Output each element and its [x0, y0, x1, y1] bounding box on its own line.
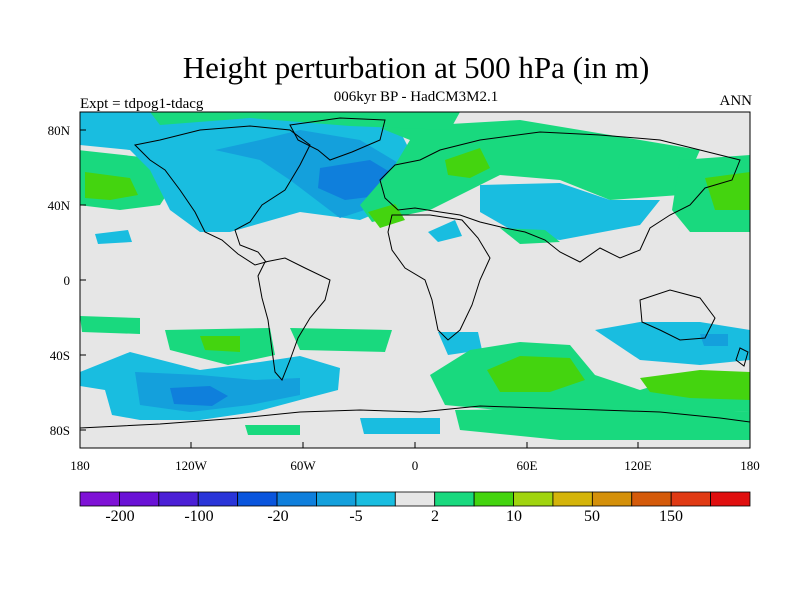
colorbar-swatch [552, 491, 593, 507]
colorbar-label: 150 [659, 508, 683, 525]
coast-north-america [133, 125, 311, 266]
colorbar-label: -100 [184, 508, 214, 525]
colorbar-swatch [591, 491, 633, 507]
colorbar-swatch [276, 491, 317, 507]
colorbar-label: -5 [349, 508, 363, 525]
coastlines [80, 117, 750, 429]
ytick-label-80s: 80S [49, 423, 70, 438]
colorbar-label: 10 [506, 508, 522, 525]
colorbar-label: 50 [584, 508, 600, 525]
colorbar-swatch [513, 491, 554, 507]
xtick-label-120w: 120W [175, 458, 207, 473]
anomaly-blue-north-pacific-small [95, 230, 132, 244]
anomaly-green-southern-ocean-pacific [455, 408, 750, 440]
anomaly-green-antarctic [245, 425, 300, 435]
colorbar-swatch [316, 491, 357, 507]
anomaly-darkgreen-tasman [640, 370, 750, 400]
colorbar-swatch [355, 491, 396, 507]
xtick-label-180-east: 180 [740, 458, 760, 473]
anomaly-midblue-australia [700, 334, 728, 346]
anomaly-blue-australia [595, 322, 750, 365]
anomaly-darkgreen-mediterranean [368, 204, 405, 228]
anomaly-blue-central-asia [480, 183, 660, 240]
xtick-label-60e: 60E [516, 458, 538, 473]
anomaly-darkgreen-north-pacific [85, 172, 138, 200]
coast-antarctica [80, 405, 750, 429]
chart-subtitle: 006kyr BP - HadCM3M2.1 [333, 89, 499, 105]
ytick-label-0: 0 [63, 273, 71, 288]
map-panel [80, 112, 750, 448]
xtick-label-120e: 120E [624, 458, 652, 473]
colorbar-swatch [670, 491, 711, 507]
colorbar-label: -200 [105, 508, 135, 525]
colorbar [79, 491, 751, 507]
anomaly-green-arctic [150, 112, 460, 130]
ytick-label-40s: 40S [49, 348, 70, 363]
anomaly-blue-antarctic [360, 418, 440, 434]
colorbar-swatch [394, 491, 436, 507]
anomaly-darkblue-south-pacific [170, 386, 228, 406]
colorbar-swatch [119, 491, 160, 507]
anomaly-darkgreen-eurasia [445, 148, 490, 178]
colorbar-swatch [631, 491, 672, 507]
coast-greenland [289, 117, 386, 161]
anomaly-green-south-pacific-west [80, 316, 140, 334]
anomaly-green-south-atlantic [290, 328, 392, 352]
colorbar-label: -20 [267, 508, 289, 525]
colorbar-swatch [79, 491, 120, 507]
colorbar-swatch [197, 491, 239, 507]
colorbar-swatch [710, 491, 751, 507]
xtick-label-180-west: 180 [70, 458, 90, 473]
anomaly-darkgreen-south-pacific [200, 336, 240, 352]
coast-south-america [257, 257, 331, 381]
coast-africa [387, 214, 491, 341]
chart-title: Height perturbation at 500 hPa (in m) [182, 50, 650, 85]
xtick-label-0: 0 [411, 458, 419, 473]
colorbar-swatch [158, 491, 199, 507]
coast-eurasia [379, 131, 741, 263]
colorbar-swatch [473, 491, 514, 507]
anomaly-darkgreen-pacific-northeast [705, 172, 750, 210]
anomaly-green-eurasia-north [360, 120, 700, 222]
anomaly-blue-north-africa [428, 220, 462, 242]
anomaly-darkgreen-indian-ocean [487, 356, 585, 392]
xtick-label-60w: 60W [290, 458, 316, 473]
colorbar-label: 2 [431, 508, 439, 525]
colorbar-swatch [237, 491, 278, 507]
colorbar-swatch [434, 491, 475, 507]
anomaly-blue-south-africa [438, 332, 482, 355]
season-label: ANN [719, 93, 753, 109]
ytick-label-40n: 40N [47, 198, 70, 213]
coast-new-zealand [735, 347, 749, 367]
experiment-label: Expt = tdpog1-tdacg [80, 96, 204, 112]
coast-australia [639, 289, 716, 341]
ytick-label-80n: 80N [47, 123, 70, 138]
axis-ticks [79, 129, 751, 448]
